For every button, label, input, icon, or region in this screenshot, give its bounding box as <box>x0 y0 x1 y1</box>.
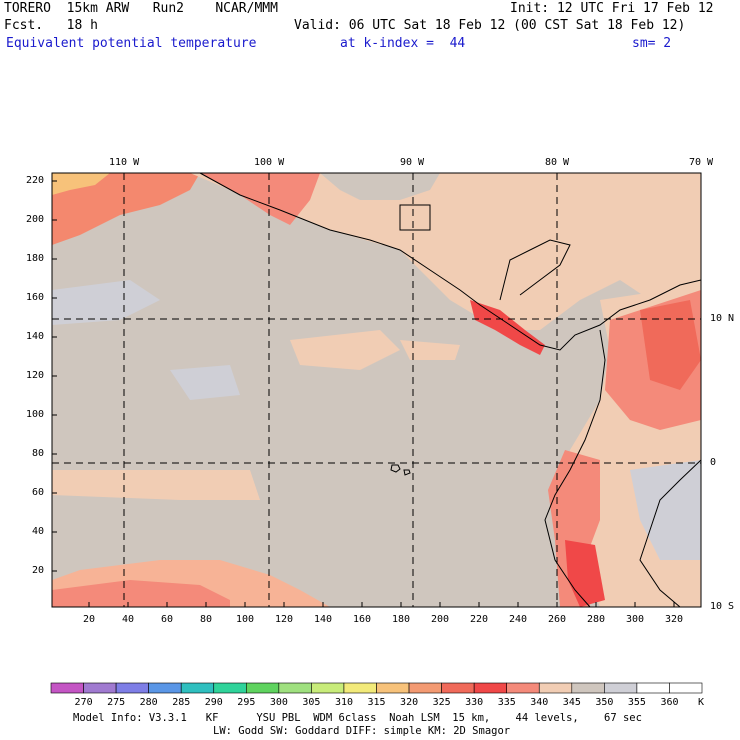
colorbar-tick-label: 345 <box>562 697 581 708</box>
y-grid-label: 140 <box>26 331 45 342</box>
colorbar-swatch <box>571 682 605 694</box>
colorbar-swatch <box>538 682 573 694</box>
colorbar-swatch <box>83 682 117 694</box>
colorbar-tick-label: 310 <box>334 697 353 708</box>
colorbar-tick-label: 325 <box>432 697 451 708</box>
y-grid-label: 160 <box>26 292 45 303</box>
forecast-hour: Fcst. 18 h <box>4 18 98 33</box>
colorbar-unit: K <box>698 697 705 708</box>
colorbar-tick-label: 360 <box>660 697 679 708</box>
colorbar-tick-label: 315 <box>367 697 386 708</box>
colorbar-tick-label: 270 <box>74 697 93 708</box>
field-label: Equivalent potential temperature <box>6 36 257 51</box>
colorbar-swatch <box>246 682 280 694</box>
coastlines <box>199 172 702 608</box>
colorbar-swatch <box>636 682 670 694</box>
lon-label: 90 W <box>400 157 425 168</box>
colorbar-tick-label: 285 <box>172 697 191 708</box>
x-grid-label: 140 <box>314 614 333 625</box>
x-grid-label: 40 <box>122 614 135 625</box>
smooth-label: sm= 2 <box>632 36 672 51</box>
colorbar-tick-label: 330 <box>465 697 484 708</box>
y-grid-label: 220 <box>26 175 45 186</box>
x-grid-label: 220 <box>470 614 489 625</box>
colorbar-swatch <box>604 682 638 694</box>
x-grid-label: 120 <box>275 614 294 625</box>
x-grid-label: 300 <box>626 614 645 625</box>
colorbar-tick-label: 295 <box>237 697 256 708</box>
x-grid-label: 100 <box>236 614 255 625</box>
colorbar-tick-label: 290 <box>204 697 223 708</box>
lat-label: 0 <box>710 457 717 468</box>
x-grid-label: 240 <box>509 614 528 625</box>
valid-time: Valid: 06 UTC Sat 18 Feb 12 (00 CST Sat … <box>294 18 686 33</box>
colorbar-swatch <box>115 682 149 694</box>
colorbar-tick-label: 300 <box>269 697 288 708</box>
colorbar-swatch <box>669 682 703 694</box>
y-grid-label: 180 <box>26 253 45 264</box>
colorbar-swatch <box>376 682 410 694</box>
header-title: TORERO 15km ARW Run2 NCAR/MMM <box>4 1 278 16</box>
x-grid-label: 160 <box>353 614 372 625</box>
x-grid-label: 200 <box>431 614 450 625</box>
init-time: Init: 12 UTC Fri 17 Feb 12 <box>510 1 714 16</box>
colorbar-tick-label: 350 <box>595 697 614 708</box>
colorbar-tick-label: 305 <box>302 697 321 708</box>
colorbar-tick-label: 340 <box>530 697 549 708</box>
y-grid-label: 60 <box>32 487 45 498</box>
x-grid-label: 20 <box>83 614 96 625</box>
colorbar-swatch <box>278 682 312 694</box>
lon-label: 70 W <box>689 157 714 168</box>
y-grid-label: 120 <box>26 370 45 381</box>
lon-label: 110 W <box>109 157 140 168</box>
physics-info: LW: Godd SW: Goddard DIFF: simple KM: 2D… <box>213 725 511 737</box>
colorbar-swatch <box>506 682 540 694</box>
y-grid-label: 40 <box>32 526 45 537</box>
colorbar-swatch <box>148 682 182 694</box>
colorbar-swatch <box>213 682 247 694</box>
x-grid-label: 320 <box>665 614 684 625</box>
map-frame <box>51 172 702 608</box>
lon-label: 100 W <box>254 157 285 168</box>
colorbar-tick-label: 280 <box>139 697 158 708</box>
y-grid-label: 200 <box>26 214 45 225</box>
colorbar-tick-label: 355 <box>627 697 646 708</box>
x-grid-label: 260 <box>548 614 567 625</box>
frame-ticks <box>52 180 675 607</box>
x-grid-label: 280 <box>587 614 606 625</box>
colorbar-swatch <box>50 682 84 694</box>
level-label: at k-index = 44 <box>340 36 466 51</box>
x-grid-label: 80 <box>200 614 213 625</box>
colorbar-tick-label: 275 <box>107 697 126 708</box>
lon-label: 80 W <box>545 157 570 168</box>
y-grid-label: 80 <box>32 448 45 459</box>
colorbar-swatch <box>408 682 442 694</box>
colorbar-tick-label: 335 <box>497 697 516 708</box>
colorbar-swatch <box>473 682 507 694</box>
colorbar-swatch <box>311 682 345 694</box>
colorbar-swatch <box>441 682 475 694</box>
colorbar-swatch <box>180 682 215 694</box>
y-grid-label: 20 <box>32 565 45 576</box>
graticule <box>52 173 701 607</box>
lat-label: 10 N <box>710 313 735 324</box>
lat-label: 10 S <box>710 601 735 612</box>
x-grid-label: 60 <box>161 614 174 625</box>
x-grid-label: 180 <box>392 614 411 625</box>
colorbar-swatch <box>343 682 377 694</box>
map-field <box>52 173 701 607</box>
model-info: Model Info: V3.3.1 KF YSU PBL WDM 6class… <box>73 712 642 724</box>
y-grid-label: 100 <box>26 409 45 420</box>
colorbar-tick-label: 320 <box>400 697 419 708</box>
